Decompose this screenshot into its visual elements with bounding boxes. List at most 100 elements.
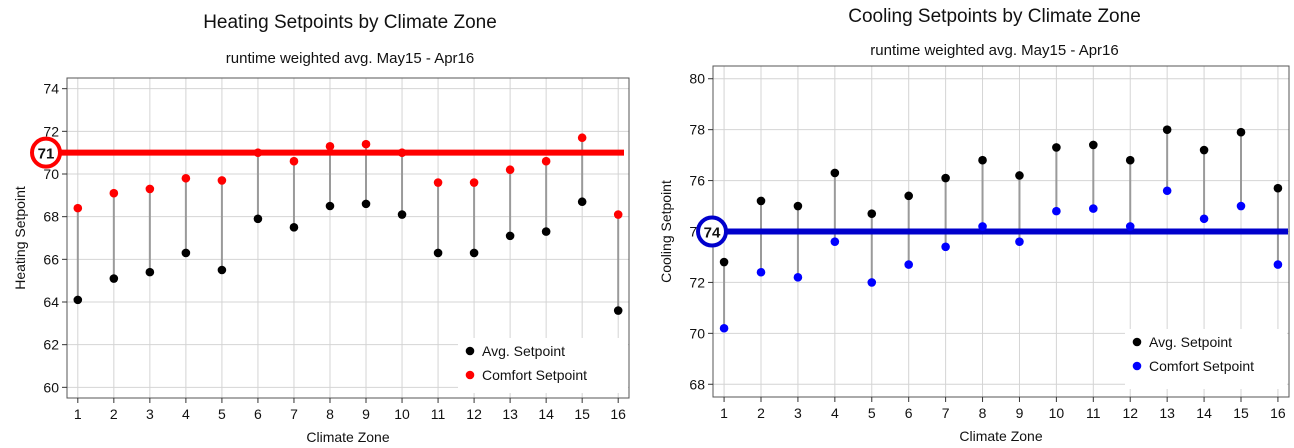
x-tick-label: 13 <box>1159 405 1175 421</box>
avg-setpoint-point <box>830 168 840 178</box>
avg-setpoint-point <box>1236 127 1246 137</box>
cooling-chart: Cooling Setpoints by Climate Zone runtim… <box>658 0 1294 448</box>
y-tick-label: 80 <box>689 71 705 87</box>
comfort-setpoint-point <box>756 267 766 277</box>
avg-setpoint-point <box>145 267 155 277</box>
avg-setpoint-point <box>904 191 913 201</box>
avg-setpoint-point <box>433 248 443 258</box>
avg-setpoint-point <box>361 199 371 209</box>
y-tick-label: 74 <box>43 81 59 97</box>
chart-subtitle: runtime weighted avg. May15 - Apr16 <box>225 50 475 67</box>
y-tick-label: 68 <box>43 209 59 225</box>
x-tick-label: 14 <box>1196 405 1212 421</box>
avg-setpoint-point <box>397 210 407 219</box>
avg-setpoint-point <box>577 197 587 207</box>
comfort-setpoint-point <box>145 184 155 194</box>
reference-value-circle <box>696 215 728 248</box>
comfort-setpoint-point <box>73 203 83 213</box>
cooling-plot: 6870727476788012345678910111213141516Cli… <box>658 65 1290 444</box>
comfort-setpoint-point <box>433 178 443 187</box>
comfort-setpoint-point <box>253 148 263 157</box>
legend-marker <box>465 346 475 356</box>
x-tick-label: 9 <box>362 406 370 422</box>
avg-setpoint-point <box>756 196 766 206</box>
chart-subtitle: runtime weighted avg. May15 - Apr16 <box>870 42 1119 59</box>
avg-setpoint-point <box>1125 155 1135 165</box>
x-tick-label: 11 <box>1086 405 1101 421</box>
comfort-setpoint-point <box>1199 214 1209 224</box>
legend-marker <box>465 370 475 380</box>
avg-setpoint-point <box>1273 183 1283 193</box>
x-tick-label: 5 <box>218 406 226 422</box>
x-tick-label: 8 <box>326 406 334 422</box>
x-tick-label: 12 <box>1122 405 1138 421</box>
comfort-setpoint-point <box>613 210 623 219</box>
avg-setpoint-point <box>541 227 551 236</box>
comfort-setpoint-point <box>217 176 227 185</box>
comfort-setpoint-point <box>1162 186 1172 196</box>
legend-label: Avg. Setpoint <box>1149 334 1232 350</box>
y-tick-label: 62 <box>43 337 59 353</box>
y-tick-label: 64 <box>43 294 59 310</box>
comfort-setpoint-point <box>1125 222 1135 231</box>
avg-setpoint-point <box>941 173 950 183</box>
comfort-setpoint-point <box>541 156 551 166</box>
avg-setpoint-point <box>253 214 263 224</box>
comfort-setpoint-point <box>1273 260 1283 269</box>
comfort-setpoint-point <box>289 156 299 166</box>
avg-setpoint-point <box>867 209 877 218</box>
x-axis-label: Climate Zone <box>959 428 1042 444</box>
comfort-setpoint-point <box>1015 237 1024 246</box>
chart-title: Heating Setpoints by Climate Zone <box>203 12 497 33</box>
comfort-setpoint-point <box>978 222 987 231</box>
chart-title: Cooling Setpoints by Climate Zone <box>848 6 1141 27</box>
comfort-setpoint-point <box>1089 204 1098 213</box>
x-tick-label: 5 <box>868 405 876 421</box>
y-tick-label: 66 <box>43 251 59 267</box>
avg-setpoint-point <box>325 201 335 211</box>
comfort-setpoint-point <box>793 273 803 282</box>
x-tick-label: 1 <box>74 406 82 422</box>
x-tick-label: 16 <box>610 406 626 422</box>
y-tick-label: 72 <box>43 123 59 139</box>
legend-box <box>1125 329 1287 389</box>
x-tick-label: 12 <box>466 406 482 422</box>
avg-setpoint-point <box>217 265 227 275</box>
y-tick-label: 72 <box>689 274 705 290</box>
x-tick-label: 6 <box>254 406 262 422</box>
x-tick-label: 3 <box>794 405 802 421</box>
legend-label: Comfort Setpoint <box>1149 358 1254 374</box>
y-tick-label: 60 <box>43 379 59 395</box>
x-tick-label: 4 <box>182 406 190 422</box>
x-tick-label: 11 <box>431 406 446 422</box>
y-tick-label: 70 <box>689 325 705 341</box>
comfort-setpoint-point <box>904 260 913 269</box>
avg-setpoint-point <box>289 223 299 232</box>
comfort-setpoint-point <box>830 237 840 246</box>
avg-setpoint-point <box>1052 143 1061 152</box>
reference-value-label: 74 <box>704 225 721 242</box>
comfort-setpoint-point <box>325 141 335 151</box>
reference-value-label: 71 <box>38 146 55 163</box>
comfort-setpoint-point <box>941 242 950 252</box>
y-tick-label: 68 <box>689 376 705 392</box>
x-tick-label: 10 <box>1049 405 1065 421</box>
x-tick-label: 10 <box>394 406 410 422</box>
heating-chart: Heating Setpoints by Climate Zone runtim… <box>0 0 640 448</box>
x-tick-label: 15 <box>1233 405 1249 421</box>
legend-marker <box>1132 361 1142 371</box>
x-tick-label: 4 <box>831 405 839 421</box>
comfort-setpoint-point <box>361 139 371 149</box>
x-tick-label: 7 <box>942 405 950 421</box>
x-tick-label: 1 <box>720 405 728 421</box>
avg-setpoint-point <box>613 306 623 315</box>
x-tick-label: 9 <box>1016 405 1024 421</box>
x-tick-label: 7 <box>290 406 298 422</box>
legend-label: Avg. Setpoint <box>482 343 565 359</box>
x-tick-label: 14 <box>538 406 554 422</box>
avg-setpoint-point <box>73 295 83 305</box>
comfort-setpoint-point <box>181 173 191 183</box>
avg-setpoint-point <box>719 257 729 267</box>
legend-box <box>458 338 628 393</box>
legend-label: Comfort Setpoint <box>482 367 587 383</box>
